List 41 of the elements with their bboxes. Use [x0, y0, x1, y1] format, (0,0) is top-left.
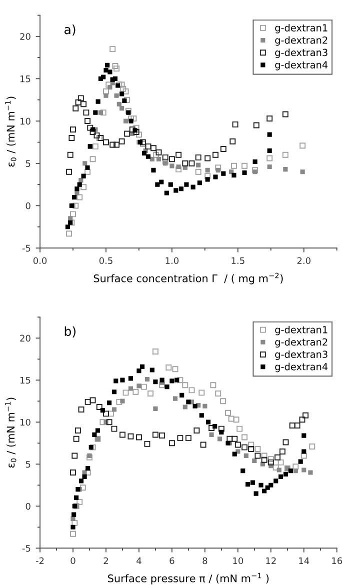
y-tick-label: 5 — [26, 460, 30, 468]
legend-label: g-dextran4 — [275, 362, 328, 372]
y-tick-label: 20 — [20, 33, 30, 40]
x-tick-label: 4 — [136, 557, 142, 564]
legend-label: g-dextran3 — [275, 350, 328, 360]
x-tick-label: 1.5 — [232, 257, 244, 264]
y-tick-label: 15 — [20, 76, 30, 82]
y-tick-label: 10 — [20, 118, 30, 125]
x-tick-label: 0.5 — [99, 257, 112, 264]
legend-label: g-dextran4 — [275, 60, 328, 70]
y-tick-label: -5 — [22, 544, 30, 552]
y-tick-label: -5 — [22, 244, 30, 252]
y-tick-label: 5 — [26, 160, 30, 167]
x-tick-label: -2 — [36, 557, 44, 564]
x-tick-label: 0 — [70, 557, 76, 564]
x-tick-label: 2.0 — [297, 257, 310, 264]
legend-label: g-dextran1 — [275, 24, 328, 34]
legend-label: g-dextran3 — [275, 48, 328, 58]
legend-label: g-dextran2 — [275, 36, 328, 46]
y-tick-label: 15 — [20, 376, 30, 384]
x-tick-label: 16 — [332, 557, 342, 564]
y-tick-label: 0 — [26, 202, 30, 210]
text: a) — [64, 24, 76, 36]
x-tick-label: 0.0 — [33, 257, 47, 264]
x-tick-label: 2 — [104, 557, 108, 564]
x-tick-label: 1.0 — [166, 257, 179, 264]
text: b) — [64, 326, 76, 338]
x-tick-label: 8 — [202, 557, 208, 564]
y-axis-title: ε$_{0}$ / (mN m$^{−1}$) — [5, 398, 16, 468]
x-tick-label: 14 — [299, 557, 310, 564]
x-axis-title: Surface pressure π / (mN m$^{−1}$ ) — [108, 572, 269, 584]
legend-label: g-dextran1 — [275, 326, 328, 336]
y-axis-title: ε$_{0}$ / (mN m$^{−1}$) — [5, 96, 16, 167]
x-axis-title: Surface concentration Γ / ( mg m$^{−2}$) — [94, 272, 283, 284]
y-tick-label: 10 — [20, 418, 30, 426]
x-tick-label: 6 — [170, 557, 174, 564]
x-tick-label: 12 — [266, 557, 276, 564]
legend-label: g-dextran2 — [275, 338, 328, 348]
y-tick-label: 20 — [20, 334, 30, 342]
y-tick-label: 0 — [26, 502, 30, 510]
x-tick-label: 10 — [233, 557, 244, 564]
